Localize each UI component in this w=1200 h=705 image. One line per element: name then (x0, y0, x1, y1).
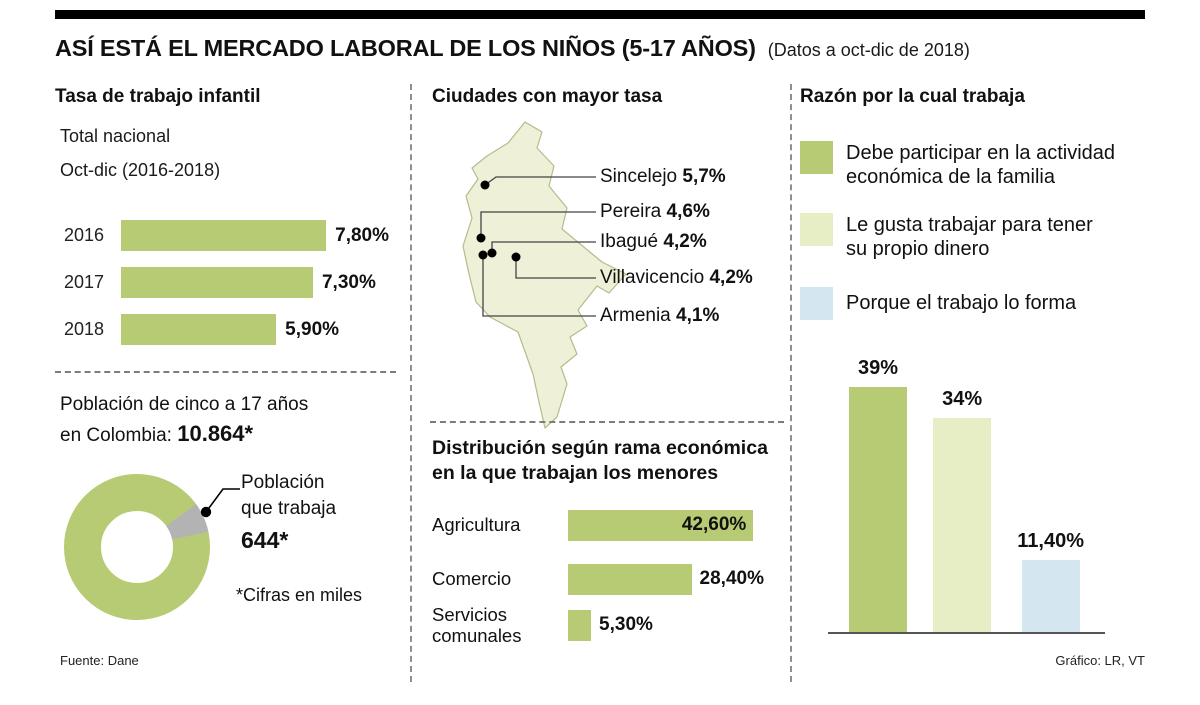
distribution-value: 28,40% (699, 568, 764, 589)
page-title: ASÍ ESTÁ EL MERCADO LABORAL DE LOS NIÑOS… (55, 35, 756, 61)
left-section-divider (55, 371, 396, 373)
section-title-reasons: Razón por la cual trabaja (800, 86, 1025, 107)
national-rate-bar-chart: 2016 7,80% 2017 7,30% 2018 5,90% (64, 220, 389, 361)
leader-line-armenia (482, 255, 596, 317)
year-label: 2018 (64, 319, 105, 339)
city-rate: 4,2% (663, 231, 707, 252)
city-label-armenia: Armenia 4,1% (600, 305, 719, 327)
city-rate: 4,1% (676, 305, 720, 326)
bar-value-label: 39% (857, 357, 899, 380)
city-rate: 4,6% (666, 201, 710, 222)
source-note: Fuente: Dane (60, 653, 139, 668)
city-dot-pereira (476, 233, 486, 243)
reason-bar-family (849, 387, 907, 632)
donut-callout-line (205, 488, 240, 513)
top-rule (55, 10, 1145, 19)
national-bar-row: 2016 7,80% (64, 220, 389, 251)
distribution-bar-agricultura: 42,60% (568, 509, 754, 541)
national-subtitle-1: Total nacional (60, 126, 171, 146)
population-line-2: en Colombia: 10.864* (60, 420, 254, 446)
city-label-pereira: Pereira 4,6% (600, 201, 710, 223)
bar-value-label: 34% (942, 388, 983, 411)
city-rate: 5,7% (682, 166, 726, 187)
leader-line-pereira (480, 211, 596, 238)
population-text: Población de cinco a 17 años en Colombia… (60, 392, 308, 449)
legend-label: Le gusta trabajar para tener su propio d… (846, 214, 1093, 261)
city-name: Villavicencio (600, 267, 705, 288)
category-label: Servicios comunales (432, 603, 522, 646)
city-label-sincelejo: Sincelejo 5,7% (600, 166, 726, 188)
donut-working-slice (63, 474, 210, 620)
reason-bar-column: 39% (849, 357, 907, 632)
section-title-distribution: Distribución según rama económica en la … (432, 437, 768, 484)
rate-value-2018: 5,90% (285, 318, 340, 340)
donut-ring (64, 474, 210, 620)
city-dot-ibague (487, 248, 497, 258)
year-label: 2016 (64, 225, 105, 245)
reason-bar-own-money (933, 418, 992, 632)
distribution-value: 5,30% (599, 614, 653, 635)
leader-line-sincelejo (484, 176, 596, 186)
working-population-donut (63, 474, 240, 620)
column-divider-left (410, 84, 412, 682)
reasons-bar-chart: 39% 34% 11,40% (828, 346, 1105, 634)
donut-callout-dot (200, 506, 212, 518)
leader-line-villavicencio (515, 257, 596, 279)
reason-bar-column: 34% (933, 388, 992, 632)
city-dot-villavicencio (511, 252, 521, 262)
category-label: Comercio (432, 568, 512, 590)
city-name: Sincelejo (600, 166, 678, 187)
legend-item-family: Debe participar en la actividad económic… (800, 141, 1150, 190)
national-subtitle-2: Oct-dic (2016-2018) (60, 160, 221, 180)
legend-label: Debe participar en la actividad económic… (846, 142, 1116, 189)
city-dot-armenia (478, 250, 488, 260)
rate-bar-2017 (121, 267, 313, 298)
legend-label: Porque el trabajo lo forma (846, 292, 1077, 315)
distribution-bar-comercio (568, 563, 692, 595)
distribution-value: 42,60% (681, 514, 747, 535)
distribution-row-agricultura: Agricultura 42,60% (432, 503, 784, 547)
city-rate: 4,2% (709, 267, 753, 288)
legend-item-own-money: Le gusta trabajar para tener su propio d… (800, 213, 1150, 262)
colombia-map (462, 121, 627, 429)
national-bar-row: 2018 5,90% (64, 314, 389, 345)
city-label-ibague: Ibagué 4,2% (600, 231, 707, 253)
section-title-cities: Ciudades con mayor tasa (432, 86, 663, 107)
city-name: Pereira (600, 201, 662, 222)
column-divider-right (790, 84, 792, 682)
section-title-national-rate: Tasa de trabajo infantil (55, 86, 261, 107)
donut-callout-label: Población que trabaja (241, 472, 337, 519)
legend-swatch-green (800, 141, 833, 174)
population-line-1: Población de cinco a 17 años (60, 394, 309, 415)
legend-swatch-pale-blue (800, 287, 833, 320)
distribution-bar-servicios (568, 609, 592, 641)
donut-working-value: 644* (241, 527, 289, 553)
middle-section-divider (430, 421, 784, 423)
city-dot-sincelejo (480, 180, 490, 190)
credit-note: Gráfico: LR, VT (1055, 653, 1145, 668)
population-total-value: 10.864* (177, 420, 254, 446)
rate-value-2017: 7,30% (321, 271, 376, 293)
distribution-row-servicios: Servicios comunales 5,30% (432, 603, 784, 647)
city-name: Ibagué (600, 231, 659, 252)
legend-swatch-pale-green (800, 213, 833, 246)
rate-bar-2016 (121, 220, 327, 251)
rate-value-2016: 7,80% (335, 224, 389, 246)
rate-bar-2018 (121, 314, 277, 345)
header: ASÍ ESTÁ EL MERCADO LABORAL DE LOS NIÑOS… (55, 35, 970, 62)
reason-bar-formation (1021, 560, 1080, 632)
city-label-villavicencio: Villavicencio 4,2% (600, 267, 753, 289)
colombia-outline (462, 121, 627, 429)
year-label: 2017 (64, 272, 105, 292)
category-label: Agricultura (432, 514, 521, 536)
page-subtitle: (Datos a oct-dic de 2018) (767, 40, 970, 60)
legend-item-formation: Porque el trabajo lo forma (800, 287, 1150, 320)
reason-bar-column: 11,40% (1017, 530, 1084, 632)
units-note: *Cifras en miles (236, 585, 363, 605)
distribution-row-comercio: Comercio 28,40% (432, 557, 784, 601)
city-name: Armenia (600, 305, 671, 326)
bar-value-label: 11,40% (1017, 530, 1084, 553)
national-bar-row: 2017 7,30% (64, 267, 389, 298)
